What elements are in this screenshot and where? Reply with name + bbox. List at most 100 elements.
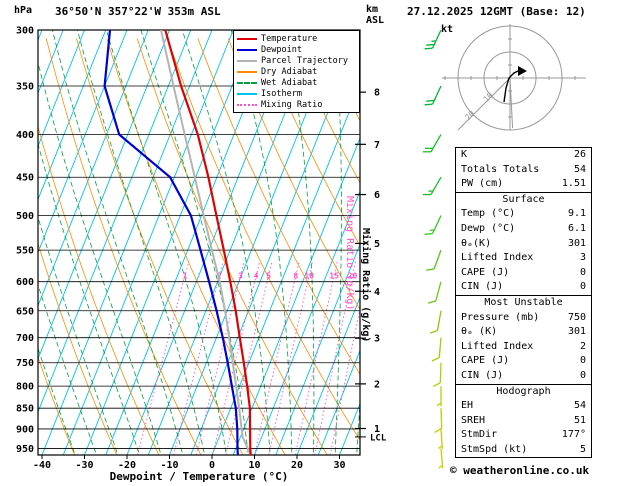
pressure-tick-label: 450 xyxy=(16,173,34,184)
wind-barb xyxy=(423,134,442,153)
stat-label: StmSpd (kt) xyxy=(461,443,528,455)
stat-value: 177° xyxy=(561,429,586,441)
legend-item-label: Mixing Ratio xyxy=(261,99,323,110)
stats-row: Temp (°C) 9.1 xyxy=(456,207,591,222)
temperature-tick-label: -30 xyxy=(75,460,93,471)
hodograph: 10 20 xyxy=(442,24,586,131)
legend-swatch xyxy=(237,92,257,95)
stats-row: CIN (J) 0 xyxy=(456,369,591,384)
stat-label: CAPE (J) xyxy=(461,355,510,367)
parcel-trajectory-curve xyxy=(160,30,252,455)
altitude-axis-unit: km ASL xyxy=(366,4,384,26)
stat-value: 0 xyxy=(579,266,586,278)
legend-swatch xyxy=(237,70,257,73)
wind-barb xyxy=(427,281,442,304)
wind-barb xyxy=(423,176,442,196)
stats-row: θₑ(K) 301 xyxy=(456,237,591,252)
altitude-tick-label: 7 xyxy=(374,140,380,151)
legend-swatch xyxy=(237,48,257,51)
stat-value: 301 xyxy=(567,326,586,338)
lcl-label: LCL xyxy=(370,433,387,443)
mixing-ratio-value-label: 10 xyxy=(304,272,314,281)
pressure-tick-label: 900 xyxy=(16,424,34,435)
legend-item-temperature: Temperature xyxy=(237,33,356,44)
mixing-ratio-value-label: 8 xyxy=(293,272,298,281)
legend: Temperature Dewpoint Parcel Trajectory Dry … xyxy=(233,30,360,113)
hodograph-ring-label: 10 xyxy=(482,90,495,103)
stat-value: 2 xyxy=(579,340,586,352)
altitude-axis-unit-km: km xyxy=(366,4,379,15)
dry-adiabat-lines xyxy=(38,38,360,455)
wind-barb xyxy=(438,448,444,469)
legend-item-label: Parcel Trajectory xyxy=(261,55,348,66)
mixing-ratio-value-label: 4 xyxy=(254,272,259,281)
page-title: 36°50'N 357°22'W 353m ASL xyxy=(55,5,221,18)
stats-section-title: Most Unstable xyxy=(484,296,563,308)
stat-label: StmDir xyxy=(461,429,498,441)
pressure-tick-label: 400 xyxy=(16,130,34,141)
stat-label: SREH xyxy=(461,414,486,426)
altitude-tick-label: 8 xyxy=(374,88,380,99)
temperature-tick-label: 30 xyxy=(333,460,345,471)
x-axis-label: Dewpoint / Temperature (°C) xyxy=(109,470,289,483)
stat-label: Lifted Index xyxy=(461,252,534,264)
stat-value: 51 xyxy=(573,414,586,426)
mixing-ratio-value-label: 15 xyxy=(329,272,339,281)
stat-value: 301 xyxy=(567,237,586,249)
altitude-tick-label: 4 xyxy=(374,287,380,298)
mixing-ratio-lines: 1 2 3 4 5 8 10 15 20 25 xyxy=(137,261,360,455)
pressure-tick-label: 300 xyxy=(16,26,34,37)
temperature-tick-label: -10 xyxy=(160,460,178,471)
legend-item-parcel-trajectory: Parcel Trajectory xyxy=(237,55,356,66)
hodograph-trace xyxy=(503,66,527,103)
stat-label: EH xyxy=(461,400,474,412)
stat-value: 9.1 xyxy=(567,208,586,220)
mixing-ratio-value-label: 2 xyxy=(217,272,222,281)
temperature-tick-label: 0 xyxy=(209,460,215,471)
wind-barb xyxy=(426,249,442,271)
mixing-ratio-axis-label: Mixing Ratio (g/kg) xyxy=(360,228,371,343)
stats-row: SREH 51 xyxy=(456,414,591,429)
stat-value: 3 xyxy=(579,252,586,264)
legend-item-label: Temperature xyxy=(261,33,318,44)
wind-barbs xyxy=(423,29,444,469)
datetime-label: 27.12.2025 12GMT (Base: 12) xyxy=(407,5,586,18)
legend-item-isotherm: Isotherm xyxy=(237,88,356,99)
legend-item-label: Dry Adiabat xyxy=(261,66,318,77)
dewpoint-curve xyxy=(103,30,239,455)
legend-swatch xyxy=(237,103,257,106)
stat-label: K xyxy=(461,149,468,160)
stat-value: 0 xyxy=(579,355,586,367)
hodograph-unit-label: kt xyxy=(441,24,454,35)
stat-label: Totals Totals xyxy=(461,163,540,175)
wind-barb xyxy=(432,362,442,388)
stats-row: Pressure (mb) 750 xyxy=(456,311,591,326)
stat-label: PW (cm) xyxy=(461,178,504,190)
stat-label: Dewp (°C) xyxy=(461,222,516,234)
stats-row: CAPE (J) 0 xyxy=(456,354,591,369)
stats-row: K 26 xyxy=(456,148,591,163)
stat-label: Pressure (mb) xyxy=(461,311,540,323)
plot-border xyxy=(37,29,361,456)
temperature-tick-label: 20 xyxy=(291,460,303,471)
wind-barb xyxy=(424,215,442,235)
wind-barb xyxy=(434,408,443,433)
temperature-tick-label: -40 xyxy=(33,460,51,471)
stat-value: 26 xyxy=(573,149,586,160)
profile-curves xyxy=(103,30,252,455)
mixing-ratio-axis-label-inner: Mixing Ratio (g/kg) xyxy=(344,196,355,311)
stat-value: 54 xyxy=(573,163,586,175)
stats-section-most-unstable: Most Unstable Pressure (mb) 750 θₑ (K) 301 Li… xyxy=(456,294,591,384)
temperature-curve xyxy=(164,30,252,455)
hodograph-ring-label: 20 xyxy=(463,109,476,122)
altitude-tick-label: 5 xyxy=(374,239,380,250)
stat-value: 0 xyxy=(579,369,586,381)
pressure-tick-label: 700 xyxy=(16,333,34,344)
legend-item-mixing-ratio: Mixing Ratio xyxy=(237,99,356,110)
stat-label: CIN (J) xyxy=(461,281,504,293)
pressure-tick-label: 550 xyxy=(16,246,34,257)
stats-row: StmSpd (kt) 5 xyxy=(456,443,591,458)
legend-item-dewpoint: Dewpoint xyxy=(237,44,356,55)
